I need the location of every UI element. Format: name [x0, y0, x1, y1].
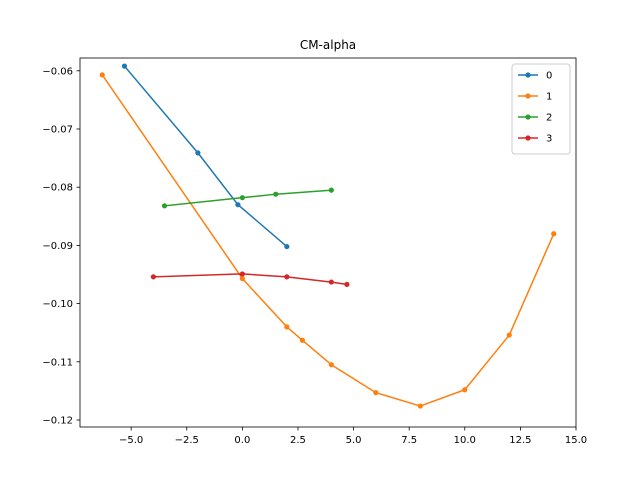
x-tick-label: 7.5	[401, 435, 417, 446]
legend-swatch-marker	[525, 114, 531, 120]
legend-label: 1	[546, 92, 552, 103]
legend-item-1: 1	[518, 92, 552, 103]
series-2-point	[161, 203, 168, 209]
series-2-line	[163, 189, 333, 207]
series-3-point	[344, 281, 350, 288]
series-3-point	[284, 274, 290, 280]
legend-swatch-marker	[525, 135, 531, 141]
x-tick-label: 5.0	[346, 435, 362, 446]
legend-item-0: 0	[518, 71, 552, 82]
y-tick-label: −0.11	[42, 357, 73, 368]
series-3-point	[150, 274, 156, 280]
legend: 0 1 2 3	[511, 63, 571, 155]
y-tick-label: −0.08	[42, 183, 73, 194]
series-1-point	[328, 362, 334, 368]
series-1-point	[506, 332, 512, 338]
series-0-point	[195, 150, 201, 156]
series-2-point	[328, 187, 334, 193]
series-3-point	[239, 271, 245, 277]
series-layer	[99, 63, 557, 409]
series-0-point	[121, 63, 128, 69]
x-tick-label: 15.0	[565, 435, 587, 446]
series-1	[99, 72, 557, 409]
series-1-point	[373, 390, 379, 396]
series-1-point	[417, 403, 423, 409]
x-tick-label: 0.0	[234, 435, 250, 446]
series-1-point	[551, 231, 557, 237]
series-1-point	[462, 387, 468, 393]
y-tick-label: −0.09	[42, 241, 73, 252]
y-tick-label: −0.12	[42, 416, 73, 427]
axes-layer: −5.0 −2.5 0.0 2.5 5.0 7.5 10.0 12.5 15.0 −0.06 −0.…	[42, 57, 587, 446]
series-2	[161, 187, 334, 209]
series-1-line	[101, 73, 555, 407]
legend-box	[511, 63, 571, 155]
legend-label: 3	[546, 134, 552, 145]
series-1-point	[239, 275, 245, 282]
series-0	[121, 63, 290, 250]
series-0-line	[123, 65, 288, 248]
x-tick-label: −2.5	[175, 435, 199, 446]
series-3-point	[328, 279, 334, 285]
x-tick-label: 10.0	[454, 435, 476, 446]
series-1-point	[299, 337, 306, 343]
series-0-point	[235, 202, 241, 208]
y-tick-label: −0.06	[42, 66, 73, 77]
y-tick-label: −0.10	[42, 299, 73, 310]
series-3	[150, 271, 350, 288]
chart-title: CM-alpha	[300, 38, 356, 52]
x-tick-label: 2.5	[290, 435, 306, 446]
series-1-point	[99, 72, 105, 78]
legend-label: 2	[546, 113, 552, 124]
series-2-point	[239, 195, 245, 201]
legend-item-3: 3	[518, 134, 552, 145]
y-tick-label: −0.07	[42, 125, 73, 136]
x-tick-label: −5.0	[119, 435, 143, 446]
axes-frame	[79, 57, 577, 428]
series-0-point	[284, 243, 290, 250]
x-tick-label: 12.5	[509, 435, 531, 446]
series-1-point	[284, 324, 290, 330]
legend-item-2: 2	[518, 113, 552, 124]
series-2-point	[273, 191, 279, 197]
legend-label: 0	[546, 71, 552, 82]
legend-swatch-marker	[525, 72, 531, 78]
legend-swatch-marker	[525, 93, 531, 99]
